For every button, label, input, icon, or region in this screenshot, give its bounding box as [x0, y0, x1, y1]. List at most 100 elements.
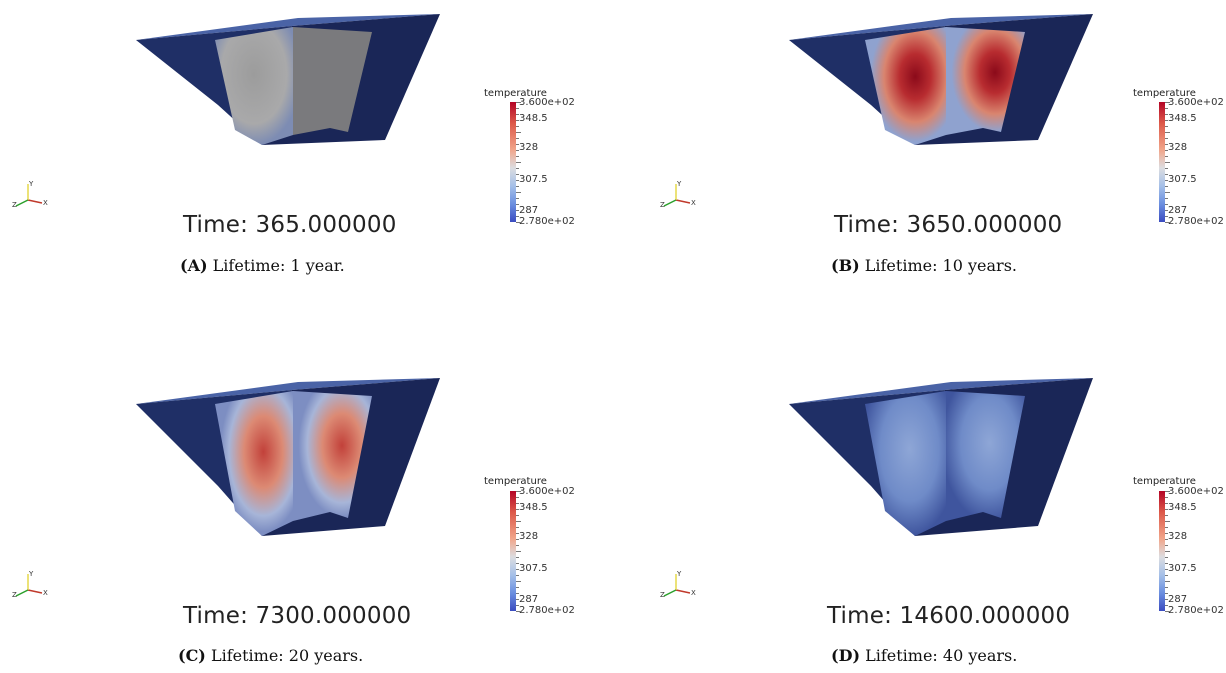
colorbar-tick: 348.5 — [519, 113, 548, 124]
render-view-d — [789, 378, 1093, 536]
colorbar-tick: 307.5 — [1168, 174, 1197, 185]
time-label: Time: 3650.000000 — [834, 212, 1063, 238]
colorbar-minor-tick — [516, 174, 519, 175]
colorbar-minor-tick — [516, 192, 521, 193]
colorbar-minor-tick — [516, 144, 519, 145]
colorbar — [510, 102, 516, 222]
colorbar-minor-tick — [516, 539, 519, 540]
axes-gizmo: X Y Z — [660, 178, 700, 209]
colorbar-minor-tick — [1165, 533, 1168, 534]
colorbar-minor-tick — [1165, 563, 1168, 564]
colorbar-minor-tick — [516, 587, 519, 588]
colorbar-minor-tick — [1165, 120, 1168, 121]
caption-text: Lifetime: 1 year. — [207, 256, 345, 275]
colorbar-minor-tick — [516, 545, 519, 546]
caption-tag: (C) — [178, 646, 206, 665]
colorbar-minor-tick — [516, 551, 521, 552]
colorbar-minor-tick — [1165, 515, 1168, 516]
colorbar-minor-tick — [1165, 162, 1170, 163]
colorbar-minor-tick — [516, 126, 519, 127]
cutaway-face-right — [946, 27, 1025, 135]
colorbar-minor-tick — [516, 575, 519, 576]
colorbar-title: temperature — [1133, 88, 1196, 99]
colorbar-minor-tick — [516, 611, 521, 612]
colorbar-min: 2.780e+02 — [1168, 605, 1224, 616]
colorbar-minor-tick — [1165, 102, 1170, 103]
colorbar-minor-tick — [1165, 210, 1168, 211]
colorbar-minor-tick — [1165, 168, 1168, 169]
colorbar-minor-tick — [1165, 156, 1168, 157]
svg-text:X: X — [691, 589, 696, 597]
colorbar-minor-tick — [516, 497, 519, 498]
colorbar-minor-tick — [516, 180, 519, 181]
colorbar-minor-tick — [516, 605, 519, 606]
cutaway-face — [865, 27, 946, 145]
colorbar-tick: 328 — [519, 531, 539, 542]
caption-text: Lifetime: 40 years. — [860, 646, 1018, 665]
colorbar-minor-tick — [516, 581, 521, 582]
colorbar-minor-tick — [516, 108, 519, 109]
colorbar-minor-tick — [516, 156, 519, 157]
axes-gizmo: X Y Z — [12, 178, 52, 209]
render-view-b — [789, 14, 1093, 145]
time-label: Time: 7300.000000 — [183, 603, 412, 629]
colorbar-minor-tick — [1165, 509, 1168, 510]
time-label: Time: 14600.000000 — [827, 603, 1071, 629]
colorbar-minor-tick — [516, 186, 519, 187]
cutaway-face-right — [946, 391, 1025, 521]
colorbar-minor-tick — [516, 150, 519, 151]
panel-a: X Y Z Time: 365.000000 (A) Lifetime: 1 y… — [0, 0, 613, 336]
figure-caption: (A) Lifetime: 1 year. — [180, 256, 345, 275]
colorbar-max: 3.600e+02 — [519, 486, 575, 497]
axes-gizmo: X Y Z — [12, 568, 52, 599]
svg-text:X: X — [43, 589, 48, 597]
svg-text:Z: Z — [12, 591, 17, 598]
colorbar-minor-tick — [1165, 551, 1170, 552]
colorbar-minor-tick — [1165, 150, 1168, 151]
colorbar-minor-tick — [1165, 144, 1168, 145]
colorbar-minor-tick — [1165, 497, 1168, 498]
colorbar-minor-tick — [516, 114, 519, 115]
colorbar-minor-tick — [516, 132, 521, 133]
colorbar-minor-tick — [516, 198, 519, 199]
colorbar-minor-tick — [516, 491, 521, 492]
panel-b: X Y Z Time: 3650.000000 (B) Lifetime: 10… — [613, 0, 1226, 336]
colorbar-tick: 348.5 — [519, 502, 548, 513]
caption-tag: (D) — [831, 646, 861, 665]
svg-text:Z: Z — [660, 201, 665, 208]
cutaway-face — [215, 27, 293, 145]
colorbar-tick: 328 — [1168, 142, 1188, 153]
colorbar-tick: 287 — [1168, 205, 1188, 216]
colorbar-minor-tick — [1165, 587, 1168, 588]
colorbar-tick: 287 — [519, 205, 539, 216]
svg-text:Z: Z — [660, 591, 665, 598]
svg-text:Y: Y — [676, 570, 682, 578]
colorbar-title: temperature — [484, 476, 547, 487]
caption-text: Lifetime: 20 years. — [205, 646, 364, 665]
colorbar-minor-tick — [516, 521, 521, 522]
cutaway-face-right — [293, 391, 372, 521]
colorbar-minor-tick — [1165, 186, 1168, 187]
colorbar-minor-tick — [1165, 569, 1168, 570]
cutaway-face — [215, 391, 293, 536]
colorbar-minor-tick — [1165, 192, 1170, 193]
figure-caption: (D) Lifetime: 40 years. — [831, 646, 1017, 665]
colorbar-minor-tick — [1165, 575, 1168, 576]
svg-text:X: X — [43, 199, 48, 207]
colorbar-minor-tick — [516, 569, 519, 570]
colorbar-minor-tick — [1165, 491, 1170, 492]
colorbar-minor-tick — [516, 120, 519, 121]
colorbar-minor-tick — [1165, 503, 1168, 504]
colorbar-minor-tick — [516, 162, 521, 163]
colorbar — [1159, 102, 1165, 222]
colorbar-minor-tick — [1165, 557, 1168, 558]
colorbar-minor-tick — [1165, 174, 1168, 175]
colorbar-minor-tick — [1165, 599, 1168, 600]
svg-text:Y: Y — [28, 180, 34, 188]
time-label: Time: 365.000000 — [183, 212, 397, 238]
colorbar-minor-tick — [516, 533, 519, 534]
colorbar-minor-tick — [1165, 114, 1168, 115]
colorbar-min: 2.780e+02 — [1168, 216, 1224, 227]
panel-c: X Y Z Time: 7300.000000 (C) Lifetime: 20… — [0, 336, 613, 672]
colorbar-minor-tick — [1165, 581, 1170, 582]
